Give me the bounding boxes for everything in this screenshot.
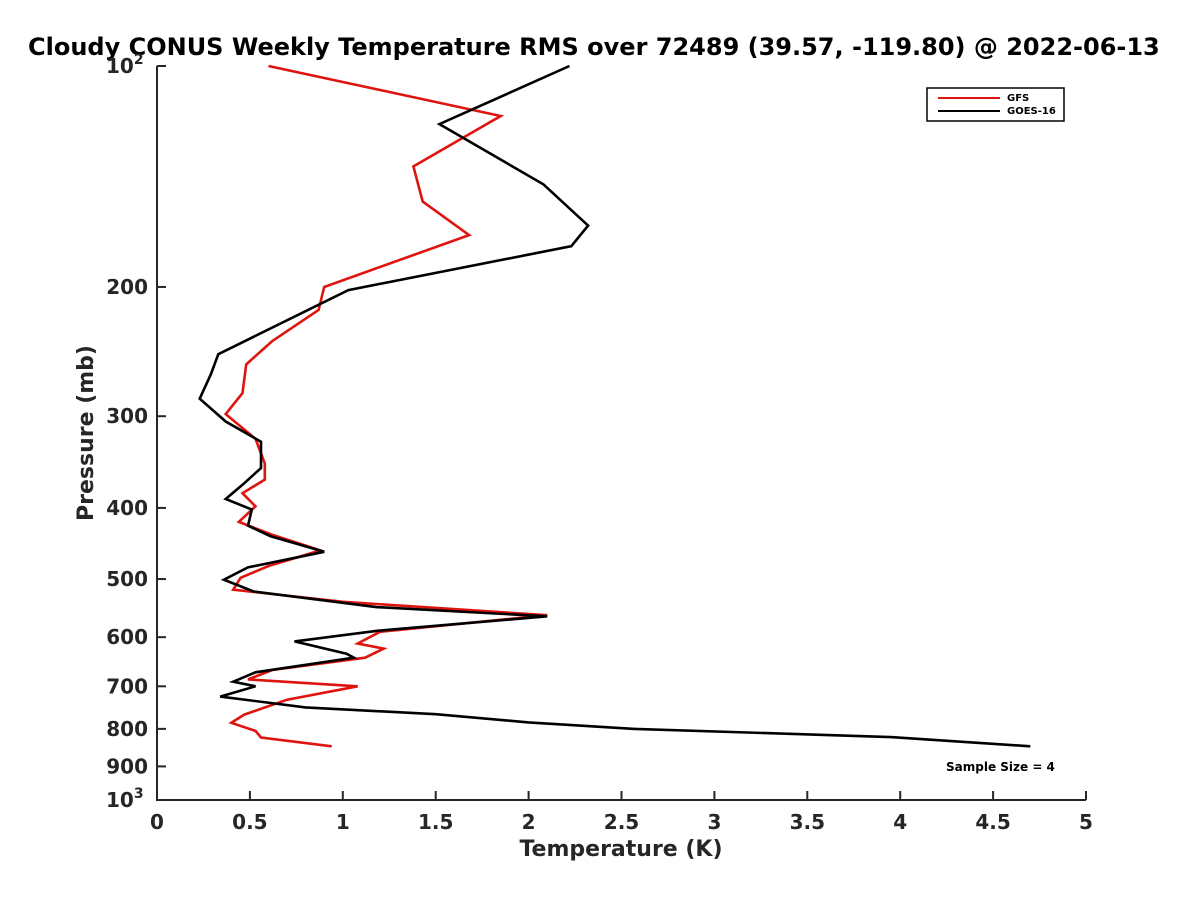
y-tick-label: 103 — [106, 786, 144, 812]
y-tick-label: 700 — [106, 674, 148, 698]
legend-box — [926, 87, 1065, 122]
y-tick-label: 900 — [106, 754, 148, 778]
series-layer — [198, 64, 1031, 748]
y-axis-ticks: 102 200 300 400 500 600 700 800 900 103 — [106, 52, 166, 812]
plot-area — [156, 64, 1086, 801]
y-tick-label: 102 — [106, 52, 144, 78]
chart-title: Cloudy CONUS Weekly Temperature RMS over… — [28, 33, 1160, 61]
y-tick-label: 200 — [106, 275, 148, 299]
y-tick-label: 500 — [106, 567, 148, 591]
series-line-goes-16 — [198, 64, 1031, 748]
x-tick-label: 3 — [707, 810, 721, 834]
y-axis-label: Pressure (mb) — [74, 345, 99, 521]
y-tick-label: 400 — [106, 496, 148, 520]
legend-label-goes16: GOES-16 — [1007, 106, 1056, 117]
x-tick-label: 0.5 — [232, 810, 267, 834]
x-tick-label: 2.5 — [604, 810, 639, 834]
x-axis-label: Temperature (K) — [519, 837, 722, 862]
y-tick-label: 600 — [106, 625, 148, 649]
x-tick-label: 4 — [893, 810, 907, 834]
x-tick-label: 0 — [150, 810, 164, 834]
x-tick-label: 3.5 — [790, 810, 825, 834]
series-line-gfs — [223, 64, 548, 748]
legend: GFS GOES-16 — [926, 87, 1065, 122]
sample-size-annotation: Sample Size = 4 — [946, 760, 1055, 774]
x-tick-label: 1 — [336, 810, 350, 834]
x-tick-label: 1.5 — [418, 810, 453, 834]
y-tick-label: 300 — [106, 404, 148, 428]
x-tick-label: 5 — [1079, 810, 1093, 834]
x-tick-label: 4.5 — [975, 810, 1010, 834]
legend-label-gfs: GFS — [1007, 93, 1029, 104]
x-axis-ticks: 0 0.5 1 1.5 2 2.5 3 3.5 4 4.5 5 — [150, 791, 1093, 834]
y-tick-label: 800 — [106, 717, 148, 741]
x-tick-label: 2 — [522, 810, 536, 834]
